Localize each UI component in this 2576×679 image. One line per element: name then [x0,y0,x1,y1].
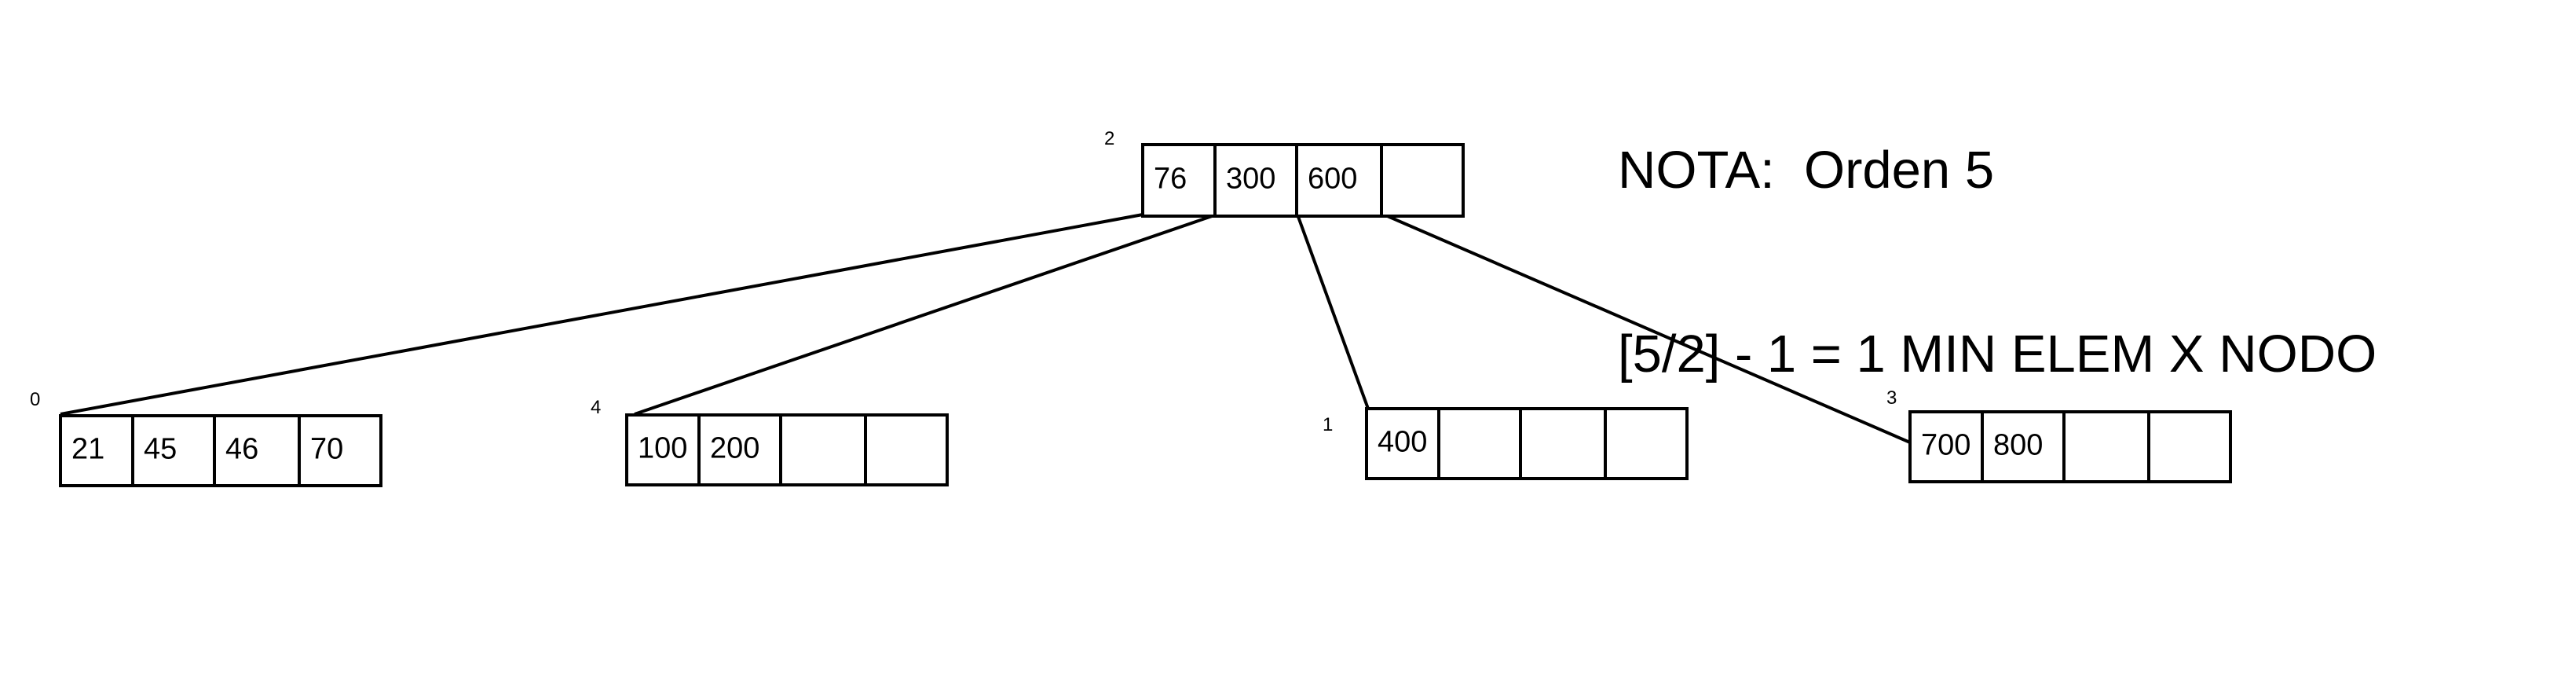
key-value: 70 [310,433,343,466]
edge-2-to-3 [1383,213,1911,444]
key-cell [1380,143,1465,218]
node-id-label: 3 [1886,387,1897,409]
note-text: NOTA: Orden 5 [5/2] - 1 = 1 MIN ELEM X N… [1618,17,2377,446]
btree-node-3: 3 700 800 [1886,387,2232,483]
key-cell [1365,407,1440,480]
key-cell [1437,407,1522,480]
btree-node-4: 4 100 200 [591,397,949,486]
key-value: 21 [71,433,104,466]
key-cell [1519,407,1607,480]
key-cell [779,413,867,486]
key-value: 400 [1378,426,1427,459]
key-cell [2062,410,2150,483]
key-cell [625,413,701,486]
key-value: 200 [710,432,759,465]
key-value: 800 [1993,429,2043,462]
key-value: 76 [1154,163,1187,196]
key-value: 600 [1308,163,1357,196]
node-id-label: 0 [30,389,40,410]
note-line-min-elements: [5/2] - 1 = 1 MIN ELEM X NODO [1618,325,2377,384]
node-id-label: 4 [591,397,601,418]
key-cell [1908,410,1984,483]
edge-layer [60,213,1911,444]
note-line-order: NOTA: Orden 5 [1618,141,1995,200]
key-cell [1295,143,1383,218]
key-value: 300 [1226,163,1275,196]
key-value: 700 [1921,429,1970,462]
edge-2-to-0 [60,213,1143,416]
key-cell [1213,143,1298,218]
key-cell [298,414,382,487]
key-cell [864,413,949,486]
key-cell [1981,410,2066,483]
btree-node-0: 0 21 45 46 70 [30,389,382,487]
node-layer: 2 76 300 600 0 21 45 46 70 4 100 200 1 400 3 700 800 [30,128,2232,487]
key-cell [1604,407,1689,480]
node-id-label: 1 [1323,414,1333,435]
key-cell [2147,410,2232,483]
edge-2-to-1 [1296,214,1370,409]
key-cell [697,413,782,486]
key-cell [59,414,134,487]
key-value: 45 [144,433,177,466]
edge-2-to-4 [634,213,1217,416]
btree-node-2: 2 76 300 600 [1104,128,1465,218]
key-value: 46 [225,433,258,466]
node-id-label: 2 [1104,128,1114,149]
btree-node-1: 1 400 [1323,407,1689,480]
key-value: 100 [638,432,687,465]
key-cell [131,414,216,487]
